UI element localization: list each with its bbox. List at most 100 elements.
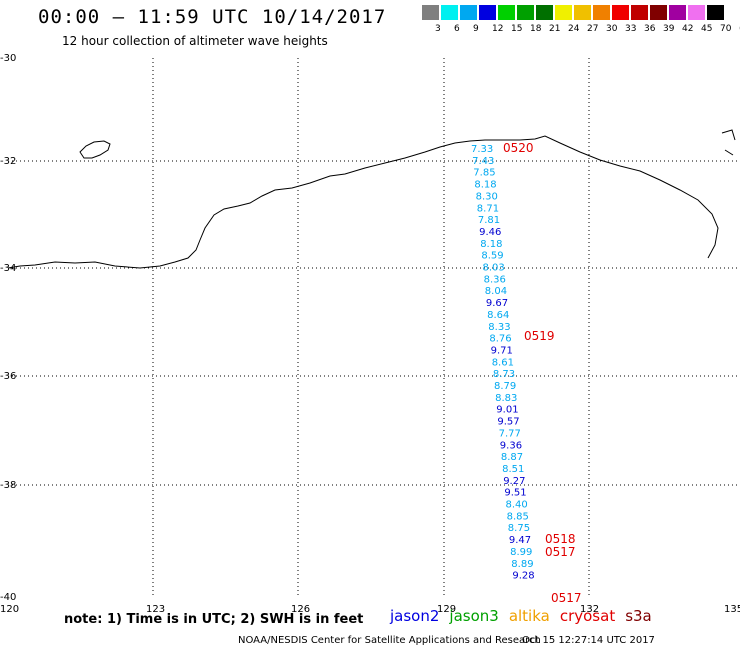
- lat-label: -38: [0, 480, 16, 491]
- scale-swatch: [517, 5, 534, 20]
- lon-label: 126: [291, 604, 310, 615]
- scale-swatch: [498, 5, 515, 20]
- scale-swatch: [593, 5, 610, 20]
- scale-label: 27: [587, 24, 599, 34]
- scale-swatch: [441, 5, 458, 20]
- scale-label: 33: [625, 24, 637, 34]
- time-label: 0517: [551, 591, 582, 605]
- altimeter-track: 7.337.437.858.188.308.717.819.468.188.59…: [471, 141, 582, 605]
- scale-swatch: [555, 5, 572, 20]
- scale-label: 21: [549, 24, 561, 34]
- swh-value: 9.67: [486, 298, 508, 309]
- lat-label: -34: [0, 263, 16, 274]
- swh-value: 8.51: [502, 464, 524, 475]
- swh-value: 7.43: [472, 156, 494, 167]
- swh-value: 8.18: [480, 239, 502, 250]
- scale-label: 30: [606, 24, 618, 34]
- credit-text: NOAA/NESDIS Center for Satellite Applica…: [238, 635, 541, 646]
- swh-value: 8.83: [495, 393, 517, 404]
- swh-value: 8.76: [489, 334, 511, 345]
- swh-value: 9.46: [479, 227, 501, 238]
- time-label: 0520: [503, 141, 534, 155]
- scale-label: 18: [530, 24, 542, 34]
- swh-value: 9.27: [503, 476, 525, 487]
- scale-swatch: [479, 5, 496, 20]
- scale-swatch: [631, 5, 648, 20]
- swh-value: 8.89: [511, 559, 533, 570]
- generated-timestamp: Oct 15 12:27:14 UTC 2017: [522, 635, 655, 646]
- swh-value: 8.04: [485, 286, 507, 297]
- time-label: 0517: [545, 545, 576, 559]
- swh-value: 9.71: [491, 345, 513, 356]
- swh-value: 8.40: [506, 500, 528, 511]
- swh-value: 8.73: [493, 369, 515, 380]
- swh-value: 8.99: [510, 547, 532, 558]
- swh-value: 8.33: [488, 322, 510, 333]
- note-text: note: 1) Time is in UTC; 2) SWH is in fe…: [64, 612, 364, 627]
- legend-cryosat: cryosat: [559, 607, 616, 625]
- scale-label: 24: [568, 24, 580, 34]
- swh-value: 8.03: [483, 263, 505, 274]
- swh-value: 9.28: [512, 571, 534, 582]
- coastline-east: [721, 129, 736, 156]
- scale-swatch: [650, 5, 667, 20]
- scale-swatch: [688, 5, 705, 20]
- swh-value: 9.51: [504, 488, 526, 499]
- scale-label: 36: [644, 24, 656, 34]
- swh-value: 9.57: [497, 417, 519, 428]
- scale-swatch: [422, 5, 439, 20]
- scale-swatch: [460, 5, 477, 20]
- lat-label: -36: [0, 371, 16, 382]
- swh-value: 8.36: [484, 274, 506, 285]
- scale-label: 9: [473, 24, 479, 34]
- map-title: 00:00 – 11:59 UTC 10/14/2017: [38, 6, 387, 28]
- swh-value: 8.75: [508, 523, 530, 534]
- legend-jason3: jason3: [449, 607, 499, 625]
- swh-value: 9.36: [500, 440, 522, 451]
- swh-value: 8.64: [487, 310, 509, 321]
- scale-label: 70: [720, 24, 732, 34]
- scale-swatch: [536, 5, 553, 20]
- lat-label: -30: [0, 53, 16, 64]
- swh-value: 7.81: [478, 215, 500, 226]
- swh-value: 7.85: [473, 168, 495, 179]
- scale-swatch: [669, 5, 686, 20]
- swh-value: 8.85: [507, 511, 529, 522]
- legend-jason2: jason2: [390, 607, 440, 625]
- swh-value: 8.30: [476, 191, 498, 202]
- swh-value: 7.77: [499, 428, 521, 439]
- scale-label: 3: [435, 24, 441, 34]
- scale-label: 6: [454, 24, 460, 34]
- scale-swatch: [707, 5, 724, 20]
- lon-label: 135: [724, 604, 740, 615]
- scale-label: 12: [492, 24, 504, 34]
- lon-label: 129: [437, 604, 456, 615]
- coastline: [7, 135, 719, 269]
- swh-value: 8.18: [474, 180, 496, 191]
- swh-value: 9.47: [509, 535, 531, 546]
- swh-value: 8.61: [492, 357, 514, 368]
- time-label: 0519: [524, 329, 555, 343]
- swh-value: 8.71: [477, 203, 499, 214]
- satellite-legend: jason2 jason3 altika cryosat s3a: [390, 607, 662, 625]
- swh-value: 7.33: [471, 144, 493, 155]
- swh-value: 8.59: [481, 251, 503, 262]
- coastline-island: [79, 140, 111, 159]
- lat-label: -32: [0, 156, 16, 167]
- scale-swatch: [612, 5, 629, 20]
- scale-label: 45: [701, 24, 713, 34]
- swh-value: 8.87: [501, 452, 523, 463]
- lat-label: -40: [0, 592, 16, 603]
- scale-label: 39: [663, 24, 675, 34]
- lon-label: 123: [146, 604, 165, 615]
- legend-altika: altika: [508, 607, 550, 625]
- scale-label: 42: [682, 24, 694, 34]
- map-subtitle: 12 hour collection of altimeter wave hei…: [62, 34, 328, 48]
- lon-label: 120: [0, 604, 19, 615]
- graticule: [8, 58, 738, 597]
- legend-s3a: s3a: [625, 607, 652, 625]
- swh-value: 8.79: [494, 381, 516, 392]
- swh-value: 9.01: [496, 405, 518, 416]
